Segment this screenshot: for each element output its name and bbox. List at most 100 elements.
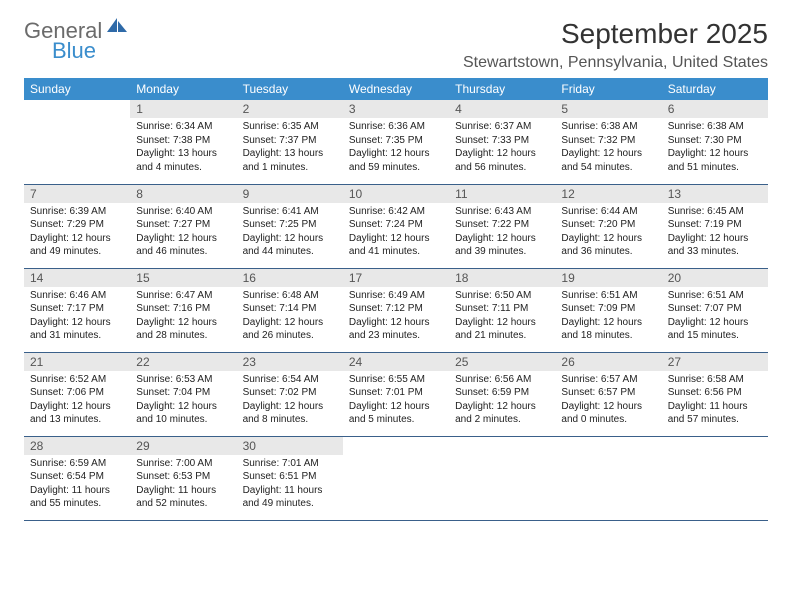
daylight-text: Daylight: 13 hours and 1 minutes. [243, 147, 337, 174]
day-cell: 30Sunrise: 7:01 AMSunset: 6:51 PMDayligh… [237, 436, 343, 520]
day-cell: 13Sunrise: 6:45 AMSunset: 7:19 PMDayligh… [662, 184, 768, 268]
day-number: 18 [449, 269, 555, 287]
day-header: Tuesday [237, 78, 343, 100]
day-number: 12 [555, 185, 661, 203]
day-number: 9 [237, 185, 343, 203]
day-info: Sunrise: 6:39 AMSunset: 7:29 PMDaylight:… [24, 203, 130, 263]
daylight-text: Daylight: 12 hours and 33 minutes. [668, 232, 762, 259]
day-cell: 27Sunrise: 6:58 AMSunset: 6:56 PMDayligh… [662, 352, 768, 436]
day-cell: 26Sunrise: 6:57 AMSunset: 6:57 PMDayligh… [555, 352, 661, 436]
day-number: 30 [237, 437, 343, 455]
sunset-text: Sunset: 7:04 PM [136, 386, 230, 400]
title-block: September 2025 Stewartstown, Pennsylvani… [463, 18, 768, 72]
day-cell: 29Sunrise: 7:00 AMSunset: 6:53 PMDayligh… [130, 436, 236, 520]
daylight-text: Daylight: 12 hours and 5 minutes. [349, 400, 443, 427]
daylight-text: Daylight: 12 hours and 44 minutes. [243, 232, 337, 259]
daylight-text: Daylight: 12 hours and 15 minutes. [668, 316, 762, 343]
day-info: Sunrise: 6:45 AMSunset: 7:19 PMDaylight:… [662, 203, 768, 263]
day-cell: 5Sunrise: 6:38 AMSunset: 7:32 PMDaylight… [555, 100, 661, 184]
day-cell: 8Sunrise: 6:40 AMSunset: 7:27 PMDaylight… [130, 184, 236, 268]
day-info: Sunrise: 7:00 AMSunset: 6:53 PMDaylight:… [130, 455, 236, 515]
day-header: Saturday [662, 78, 768, 100]
sunset-text: Sunset: 7:33 PM [455, 134, 549, 148]
day-info: Sunrise: 6:46 AMSunset: 7:17 PMDaylight:… [24, 287, 130, 347]
day-number: 5 [555, 100, 661, 118]
sunrise-text: Sunrise: 6:36 AM [349, 120, 443, 134]
day-info: Sunrise: 6:55 AMSunset: 7:01 PMDaylight:… [343, 371, 449, 431]
sunset-text: Sunset: 7:35 PM [349, 134, 443, 148]
day-info: Sunrise: 6:43 AMSunset: 7:22 PMDaylight:… [449, 203, 555, 263]
daylight-text: Daylight: 12 hours and 21 minutes. [455, 316, 549, 343]
day-number: 24 [343, 353, 449, 371]
day-info: Sunrise: 6:50 AMSunset: 7:11 PMDaylight:… [449, 287, 555, 347]
sunrise-text: Sunrise: 6:55 AM [349, 373, 443, 387]
day-info: Sunrise: 6:53 AMSunset: 7:04 PMDaylight:… [130, 371, 236, 431]
day-cell: 10Sunrise: 6:42 AMSunset: 7:24 PMDayligh… [343, 184, 449, 268]
day-cell: 16Sunrise: 6:48 AMSunset: 7:14 PMDayligh… [237, 268, 343, 352]
day-number: 22 [130, 353, 236, 371]
sunset-text: Sunset: 6:56 PM [668, 386, 762, 400]
day-number: 17 [343, 269, 449, 287]
calendar-body: 1Sunrise: 6:34 AMSunset: 7:38 PMDaylight… [24, 100, 768, 520]
logo-sail-icon [107, 18, 127, 37]
day-cell: 2Sunrise: 6:35 AMSunset: 7:37 PMDaylight… [237, 100, 343, 184]
sunset-text: Sunset: 7:17 PM [30, 302, 124, 316]
day-info: Sunrise: 6:35 AMSunset: 7:37 PMDaylight:… [237, 118, 343, 178]
day-info: Sunrise: 6:54 AMSunset: 7:02 PMDaylight:… [237, 371, 343, 431]
daylight-text: Daylight: 11 hours and 49 minutes. [243, 484, 337, 511]
day-number: 10 [343, 185, 449, 203]
sunset-text: Sunset: 6:51 PM [243, 470, 337, 484]
calendar-table: SundayMondayTuesdayWednesdayThursdayFrid… [24, 78, 768, 521]
day-info: Sunrise: 6:51 AMSunset: 7:07 PMDaylight:… [662, 287, 768, 347]
sunset-text: Sunset: 6:57 PM [561, 386, 655, 400]
day-info: Sunrise: 7:01 AMSunset: 6:51 PMDaylight:… [237, 455, 343, 515]
sunset-text: Sunset: 7:11 PM [455, 302, 549, 316]
sunrise-text: Sunrise: 6:38 AM [561, 120, 655, 134]
day-info: Sunrise: 6:34 AMSunset: 7:38 PMDaylight:… [130, 118, 236, 178]
empty-cell [555, 436, 661, 520]
day-info: Sunrise: 6:38 AMSunset: 7:32 PMDaylight:… [555, 118, 661, 178]
daylight-text: Daylight: 12 hours and 49 minutes. [30, 232, 124, 259]
day-info: Sunrise: 6:37 AMSunset: 7:33 PMDaylight:… [449, 118, 555, 178]
daylight-text: Daylight: 12 hours and 28 minutes. [136, 316, 230, 343]
sunset-text: Sunset: 7:07 PM [668, 302, 762, 316]
day-info: Sunrise: 6:52 AMSunset: 7:06 PMDaylight:… [24, 371, 130, 431]
day-info: Sunrise: 6:49 AMSunset: 7:12 PMDaylight:… [343, 287, 449, 347]
location-text: Stewartstown, Pennsylvania, United State… [463, 54, 768, 72]
day-header: Thursday [449, 78, 555, 100]
day-header: Friday [555, 78, 661, 100]
sunrise-text: Sunrise: 6:56 AM [455, 373, 549, 387]
day-cell: 19Sunrise: 6:51 AMSunset: 7:09 PMDayligh… [555, 268, 661, 352]
daylight-text: Daylight: 12 hours and 8 minutes. [243, 400, 337, 427]
sunrise-text: Sunrise: 6:53 AM [136, 373, 230, 387]
day-cell: 17Sunrise: 6:49 AMSunset: 7:12 PMDayligh… [343, 268, 449, 352]
sunrise-text: Sunrise: 6:40 AM [136, 205, 230, 219]
day-cell: 24Sunrise: 6:55 AMSunset: 7:01 PMDayligh… [343, 352, 449, 436]
sunset-text: Sunset: 7:20 PM [561, 218, 655, 232]
daylight-text: Daylight: 12 hours and 39 minutes. [455, 232, 549, 259]
day-info: Sunrise: 6:51 AMSunset: 7:09 PMDaylight:… [555, 287, 661, 347]
day-cell: 15Sunrise: 6:47 AMSunset: 7:16 PMDayligh… [130, 268, 236, 352]
day-cell: 25Sunrise: 6:56 AMSunset: 6:59 PMDayligh… [449, 352, 555, 436]
calendar-week-row: 28Sunrise: 6:59 AMSunset: 6:54 PMDayligh… [24, 436, 768, 520]
month-title: September 2025 [463, 18, 768, 50]
sunset-text: Sunset: 7:38 PM [136, 134, 230, 148]
logo: General Blue [24, 18, 127, 70]
daylight-text: Daylight: 12 hours and 36 minutes. [561, 232, 655, 259]
empty-cell [449, 436, 555, 520]
sunset-text: Sunset: 6:54 PM [30, 470, 124, 484]
day-number: 14 [24, 269, 130, 287]
day-info: Sunrise: 6:47 AMSunset: 7:16 PMDaylight:… [130, 287, 236, 347]
daylight-text: Daylight: 12 hours and 46 minutes. [136, 232, 230, 259]
day-info: Sunrise: 6:41 AMSunset: 7:25 PMDaylight:… [237, 203, 343, 263]
day-cell: 23Sunrise: 6:54 AMSunset: 7:02 PMDayligh… [237, 352, 343, 436]
sunset-text: Sunset: 7:19 PM [668, 218, 762, 232]
day-cell: 21Sunrise: 6:52 AMSunset: 7:06 PMDayligh… [24, 352, 130, 436]
daylight-text: Daylight: 12 hours and 18 minutes. [561, 316, 655, 343]
day-number: 27 [662, 353, 768, 371]
day-info: Sunrise: 6:40 AMSunset: 7:27 PMDaylight:… [130, 203, 236, 263]
daylight-text: Daylight: 12 hours and 59 minutes. [349, 147, 443, 174]
sunrise-text: Sunrise: 6:52 AM [30, 373, 124, 387]
day-number: 26 [555, 353, 661, 371]
sunrise-text: Sunrise: 6:59 AM [30, 457, 124, 471]
